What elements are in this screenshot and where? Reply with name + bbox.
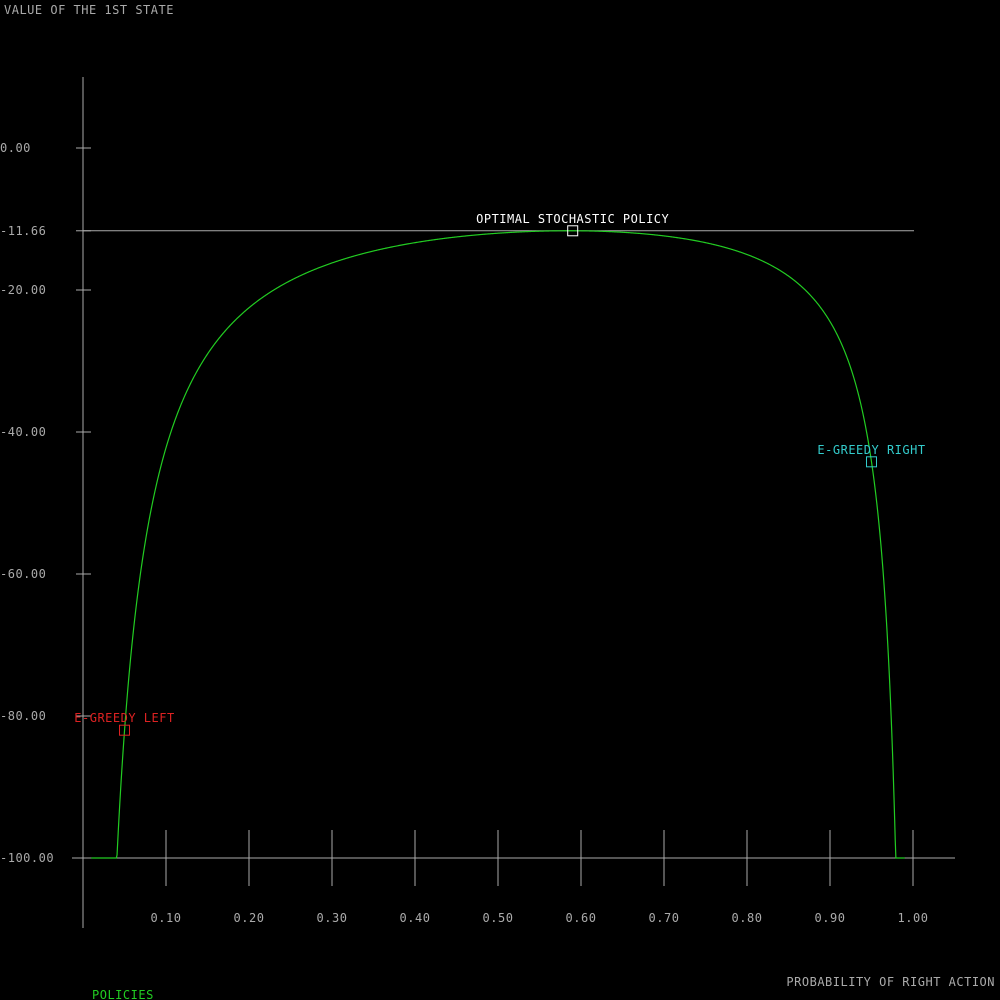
x-tick-label: 1.00 [898,911,929,925]
annotation-label: E-GREEDY LEFT [74,711,174,725]
legend-label: POLICIES [92,988,154,1000]
x-tick-label: 0.40 [400,911,431,925]
series-layer [91,230,905,859]
annotation-marker [567,225,579,237]
x-tick-label: 0.80 [732,911,763,925]
annotation-layer: OPTIMAL STOCHASTIC POLICY E-GREEDY LEFT E-… [74,212,925,736]
chart-title: VALUE OF THE 1ST STATE [4,3,174,17]
y-tick-label: -100.00 [0,851,54,865]
annotation-marker [866,456,877,468]
y-tick-label: 0.00 [0,141,31,155]
x-tick-label: 0.60 [566,911,597,925]
x-tick-label: 0.50 [483,911,514,925]
x-tick-label: 0.20 [234,911,265,925]
annotation-label: OPTIMAL STOCHASTIC POLICY [476,212,669,226]
y-tick-label: -20.00 [0,283,46,297]
x-tick-label: 0.70 [649,911,680,925]
y-ticks: 0.00 -11.66 -20.00 -40.00 -60.00 -80.00 -100.0… [0,141,91,865]
x-tick-label: 0.30 [317,911,348,925]
series-line [91,230,905,859]
x-axis-label: PROBABILITY OF RIGHT ACTION [786,975,995,989]
y-tick-label: -40.00 [0,425,46,439]
annotation-marker [119,724,130,736]
y-tick-label: -80.00 [0,709,46,723]
y-tick-label: -60.00 [0,567,46,581]
annotation-label: E-GREEDY RIGHT [817,443,925,457]
x-tick-label: 0.10 [151,911,182,925]
x-ticks: 0.10 0.20 0.30 0.40 0.50 0.60 0.70 0.80 0.90 1.00 [151,830,929,925]
y-tick-label: -11.66 [0,224,46,238]
x-tick-label: 0.90 [815,911,846,925]
